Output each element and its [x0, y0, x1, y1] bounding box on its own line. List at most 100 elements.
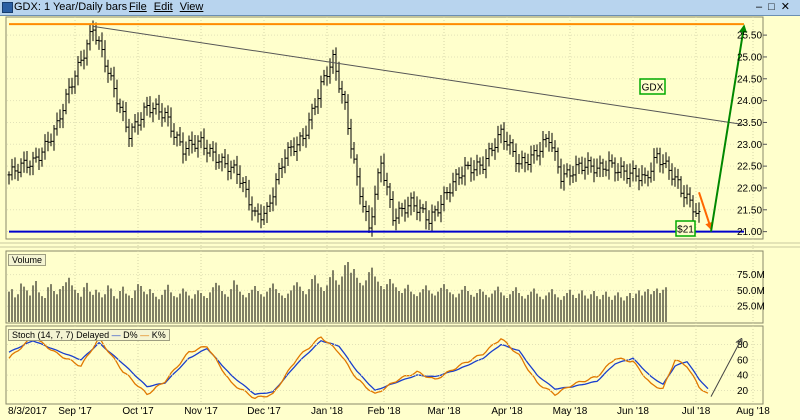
price-bar	[151, 102, 155, 123]
price-bar	[445, 186, 449, 200]
price-bar	[478, 157, 482, 175]
price-bar	[388, 183, 392, 209]
price-bar	[685, 184, 689, 205]
price-bar	[148, 96, 152, 118]
price-bar	[301, 128, 305, 147]
price-bar	[466, 161, 470, 170]
price-bar	[679, 176, 683, 198]
price-tick-label: 21.50	[737, 205, 762, 216]
price-bar	[358, 167, 362, 205]
price-bar	[160, 103, 164, 127]
menu-view[interactable]: View	[179, 1, 204, 13]
price-lines	[9, 23, 747, 233]
stoch-d-label: D%	[123, 330, 138, 340]
price-bar	[607, 151, 611, 180]
price-bar	[277, 162, 281, 185]
app-icon[interactable]	[2, 2, 13, 13]
price-bar	[337, 61, 341, 93]
price-bar	[592, 158, 596, 183]
maximize-icon[interactable]: □	[768, 1, 781, 13]
price-bar	[22, 151, 26, 173]
stoch-lines	[8, 336, 709, 400]
price-bar	[259, 204, 263, 229]
menu-edit[interactable]: Edit	[153, 1, 173, 13]
price-bar	[571, 165, 575, 184]
price-bar	[265, 202, 269, 223]
price-bars	[7, 20, 701, 237]
stoch-up-arrow	[710, 340, 741, 397]
price-bar	[475, 154, 479, 177]
price-bar	[472, 160, 476, 181]
projection-down-arrow	[698, 192, 713, 231]
x-tick-label: Oct '17	[122, 406, 154, 417]
price-bar	[127, 118, 131, 148]
x-tick-label: Nov '17	[184, 406, 218, 417]
price-bar	[589, 156, 593, 173]
price-tick-label: 22.50	[737, 162, 762, 173]
price-bar	[664, 152, 668, 169]
price-bar	[505, 131, 509, 151]
price-bar	[205, 139, 209, 163]
title-bar: GDX: 1 Year/Daily bars File Edit View –□✕	[0, 0, 800, 16]
window-controls: –□✕	[756, 0, 796, 13]
price-bar	[562, 164, 566, 191]
price-bar	[244, 176, 248, 198]
price-bar	[655, 147, 659, 164]
price-bar	[352, 141, 356, 164]
price-bar	[247, 179, 251, 211]
price-bar	[586, 152, 590, 175]
price-bar	[286, 142, 290, 167]
menu-file[interactable]: File	[129, 1, 147, 13]
minimize-icon[interactable]: –	[756, 1, 769, 13]
price-bar	[268, 194, 272, 213]
window-title: GDX: 1 Year/Daily bars	[14, 1, 128, 13]
price-tick-label: 24.50	[737, 74, 762, 85]
price-bar	[34, 147, 38, 163]
price-bar	[340, 80, 344, 104]
close-icon[interactable]: ✕	[780, 1, 796, 13]
price-bar	[349, 118, 353, 159]
price-bar	[217, 154, 221, 169]
price-bar	[652, 148, 656, 181]
stoch-mode: Delayed	[76, 330, 110, 340]
price-bar	[367, 205, 371, 233]
stoch-tick-label: 60	[737, 355, 749, 366]
price-bar	[25, 151, 29, 174]
price-bar	[430, 204, 434, 231]
price-bar	[463, 157, 467, 186]
price-bar	[448, 183, 452, 203]
price-bar	[298, 132, 302, 152]
price-bar	[124, 102, 128, 133]
price-bar	[697, 202, 701, 223]
price-bar	[142, 102, 146, 128]
price-bar	[634, 164, 638, 182]
price-bar	[640, 165, 644, 187]
price-bar	[334, 47, 338, 81]
price-bar	[79, 50, 83, 67]
price-bar	[274, 173, 278, 206]
price-bar	[196, 135, 200, 158]
stoch-tick-label: 20	[737, 386, 749, 397]
price-bar	[625, 164, 629, 184]
price-bar	[496, 125, 500, 153]
price-bar	[565, 163, 569, 178]
price-bar	[40, 147, 44, 167]
price-bar	[202, 128, 206, 156]
price-bar	[322, 69, 326, 86]
price-bar	[580, 156, 584, 175]
price-bar	[508, 134, 512, 155]
price-bar	[613, 157, 617, 182]
volume-axis: 75.0M 50.0M 25.0M	[7, 270, 765, 313]
price-bar	[637, 168, 641, 191]
price-bar	[421, 203, 425, 214]
price-tick-label: 22.00	[737, 183, 762, 194]
price-bar	[220, 153, 224, 172]
price-bar	[457, 167, 461, 186]
price-bar	[43, 134, 47, 160]
price-bar	[181, 132, 185, 164]
x-tick-label: Feb '18	[367, 406, 400, 417]
stoch-tick-label: 80	[737, 340, 749, 351]
price-bar	[214, 142, 218, 170]
